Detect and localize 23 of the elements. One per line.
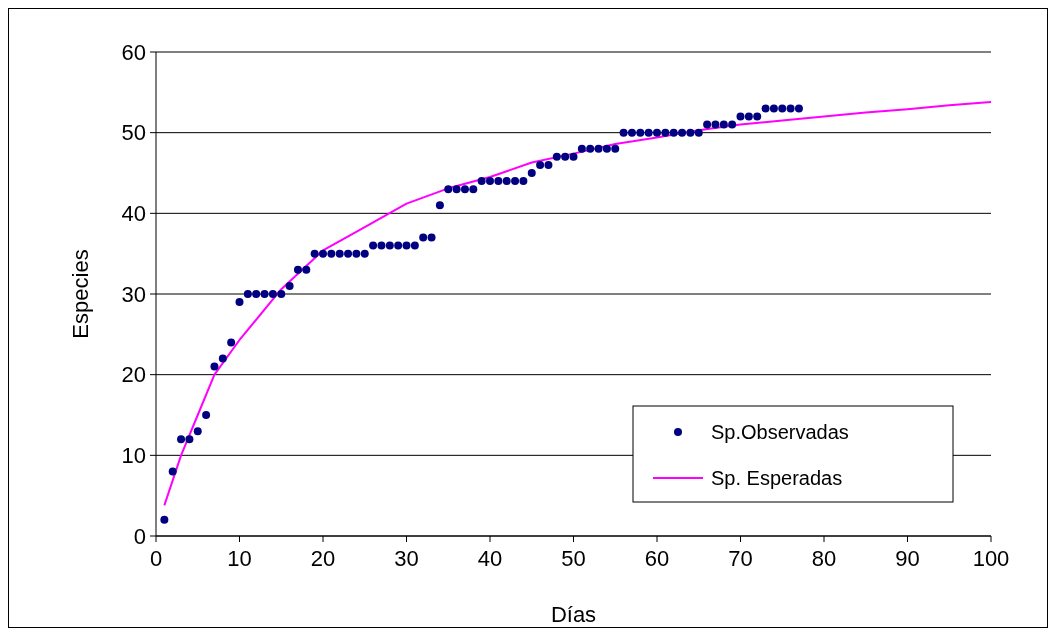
x-tick-label: 60	[644, 546, 670, 571]
line-series	[163, 101, 992, 507]
x-tick-label: 90	[895, 546, 920, 571]
y-tick-label: 0	[133, 523, 146, 549]
x-tick-label: 80	[811, 546, 837, 571]
x-tick-label: 10	[227, 546, 252, 571]
x-tick-label: 100	[972, 546, 1010, 571]
x-tick-label: 0	[149, 546, 163, 571]
x-tick-label: 70	[728, 546, 753, 571]
y-tick-label: 10	[121, 443, 146, 469]
legend-label: Sp.Observadas	[711, 421, 849, 443]
x-axis-title: Días	[550, 602, 597, 627]
x-tick-label: 40	[477, 546, 503, 571]
legend-label: Sp. Esperadas	[711, 467, 843, 489]
x-tick-label: 20	[310, 546, 336, 571]
y-tick-label: 30	[121, 281, 146, 307]
y-tick-label: 50	[121, 120, 146, 146]
x-tick-label: 30	[394, 546, 419, 571]
y-tick-label: 20	[121, 362, 146, 388]
x-tick-label: 50	[561, 546, 586, 571]
y-tick-label: 60	[121, 39, 146, 65]
y-axis-title: Especies	[68, 249, 93, 339]
y-tick-label: 40	[121, 201, 146, 227]
